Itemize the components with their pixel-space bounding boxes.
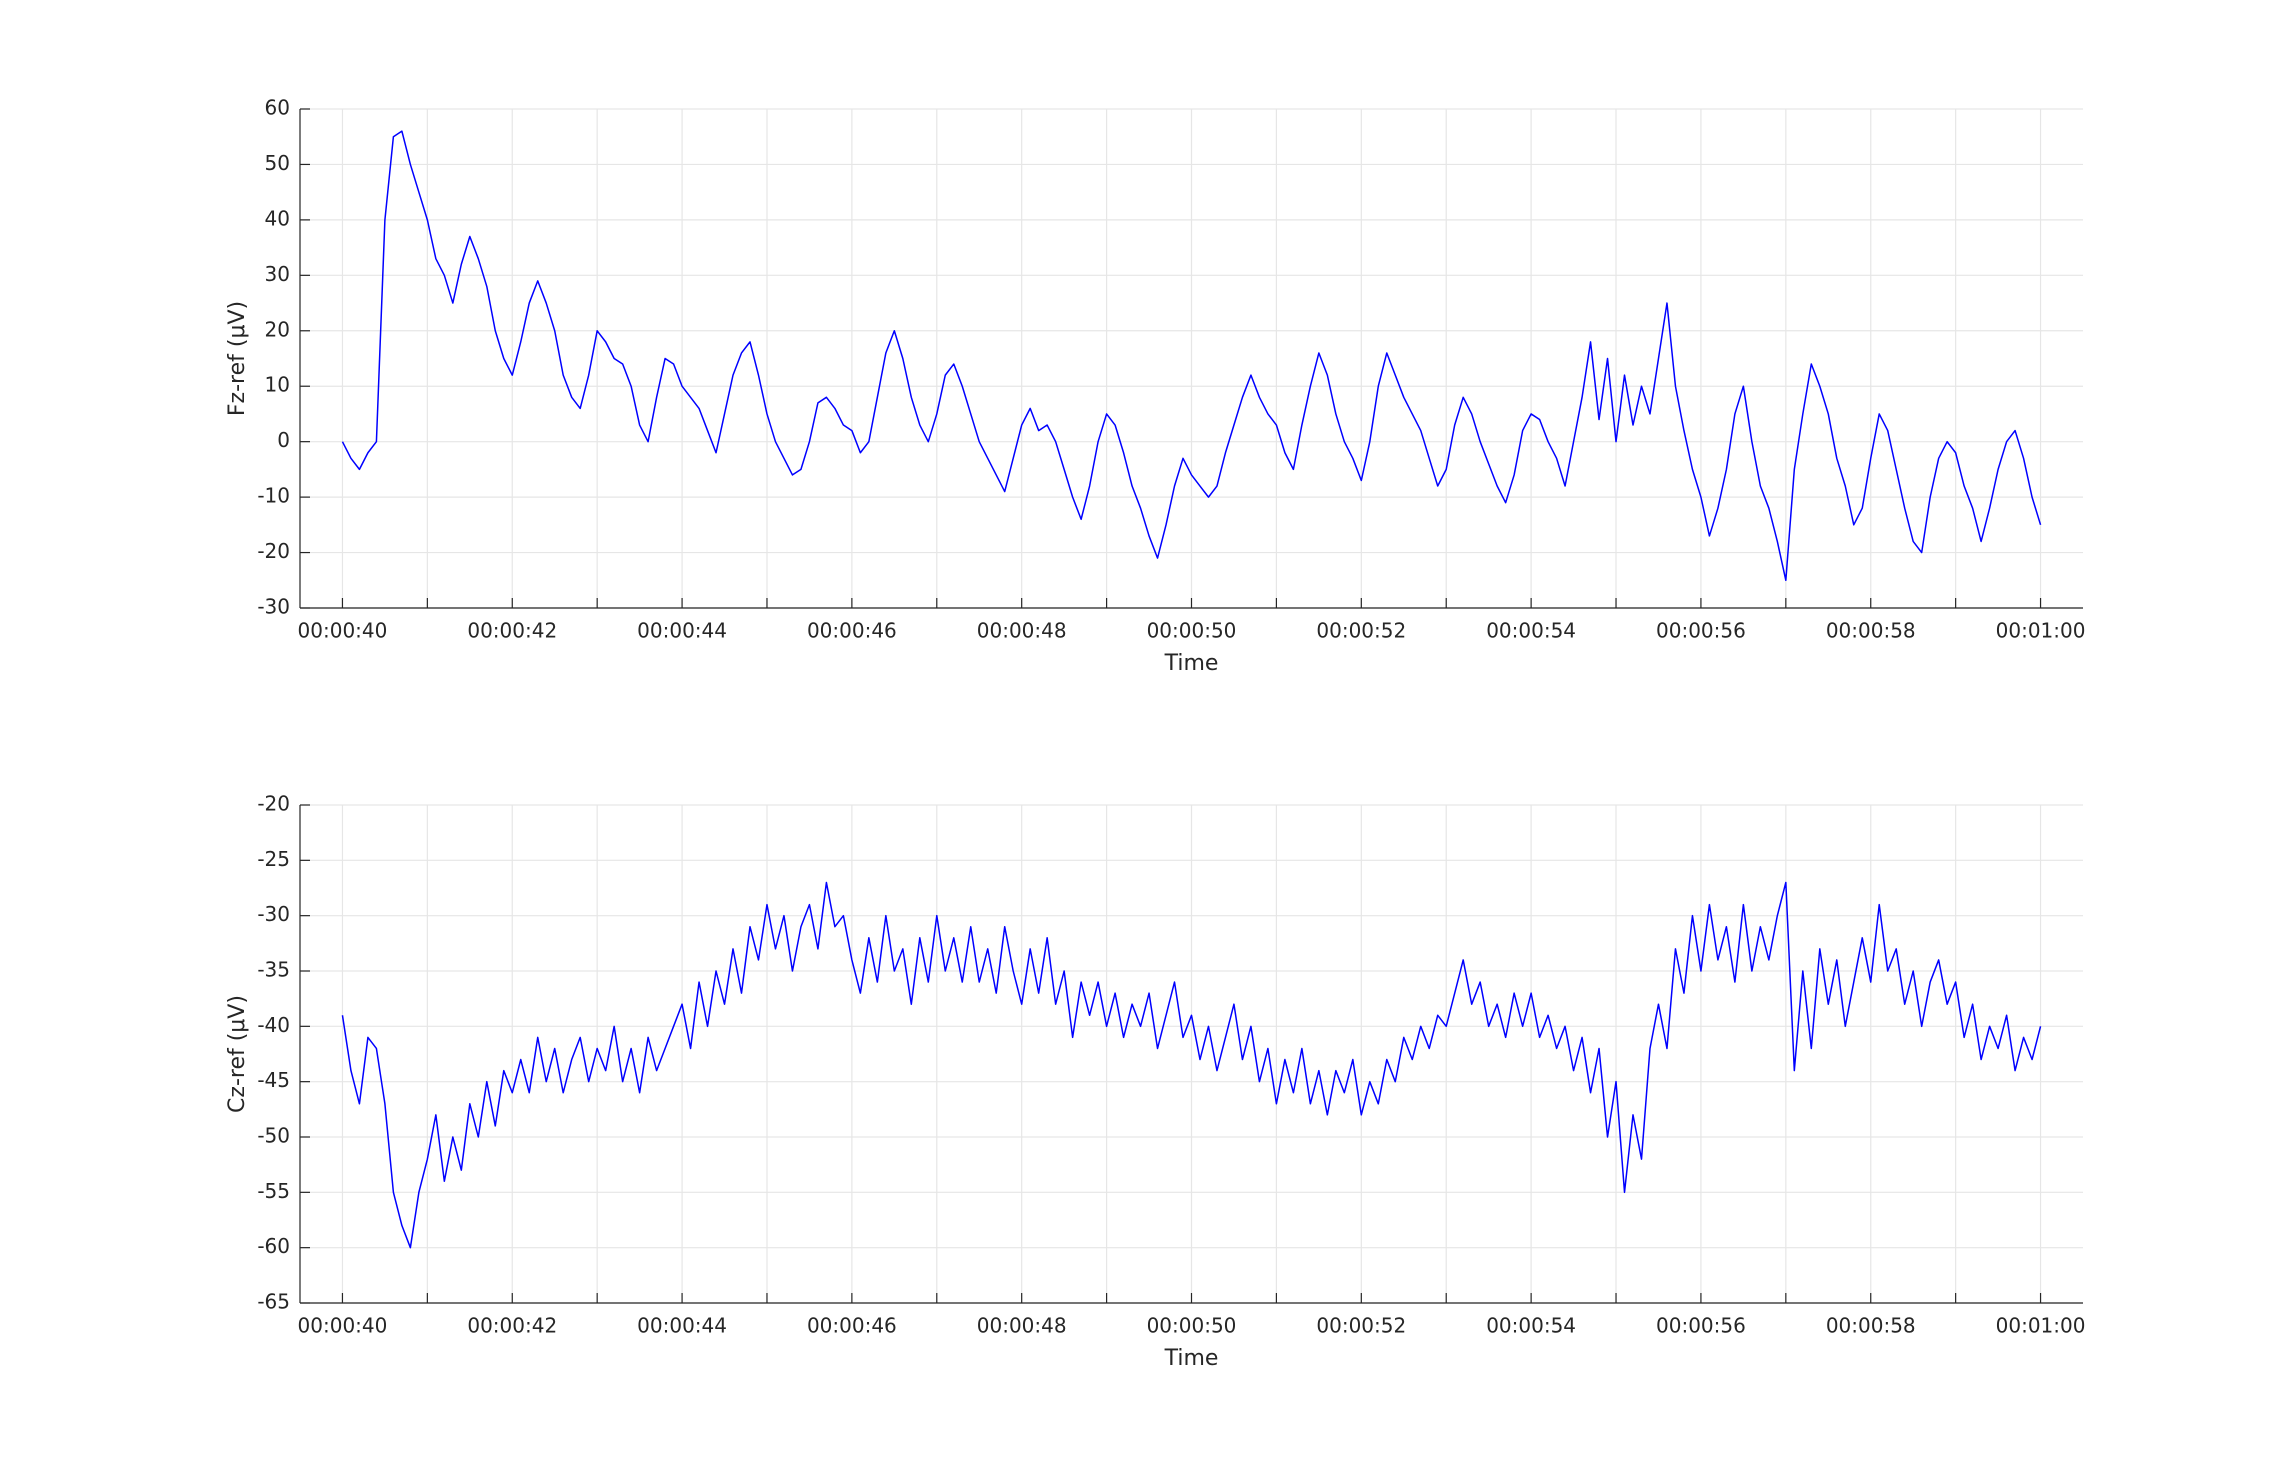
x-tick-label: 00:00:58 [1826,619,1916,643]
y-tick-label: 60 [265,96,290,120]
y-tick-label: -25 [257,847,290,871]
x-tick-label: 00:00:40 [298,619,388,643]
y-tick-label: -50 [257,1124,290,1148]
y-tick-label: 20 [265,317,290,341]
y-tick-label: -60 [257,1234,290,1258]
y-tick-label: -45 [257,1068,290,1092]
x-tick-label: 00:00:52 [1316,1314,1406,1338]
y-tick-label: -30 [257,595,290,619]
x-tick-label: 00:00:40 [298,1314,388,1338]
x-axis-label: Time [1164,1346,1219,1371]
x-tick-label: 00:01:00 [1996,1314,2086,1338]
signal-line [341,130,2042,582]
axes: -30 -20 -10 0 10 20 30 40 50 60 00:00:40 00:00:42 00… [225,96,2085,677]
y-axis-label: Cz-ref (μV) [225,995,250,1113]
y-tick-label: -40 [257,1013,290,1037]
x-tick-label: 00:00:44 [637,619,727,643]
x-tick-label: 00:00:50 [1147,1314,1237,1338]
y-tick-label: 30 [265,262,290,286]
x-axis-label: Time [1164,651,1219,676]
x-tick-label: 00:00:48 [977,619,1067,643]
y-tick-label: 50 [265,151,290,175]
x-tick-label: 00:00:46 [807,619,897,643]
x-tick-label: 00:00:42 [467,1314,557,1338]
axes: -65 -60 -55 -50 -45 -40 -35 -30 -25 -20 00:00:40 00… [225,792,2085,1372]
y-tick-label: 40 [265,206,290,230]
y-tick-label: -30 [257,902,290,926]
y-tick-label: -10 [257,484,290,508]
x-tick-label: 00:00:52 [1316,619,1406,643]
y-tick-label: -65 [257,1290,290,1314]
x-tick-label: 00:00:48 [977,1314,1067,1338]
y-tick-label: -55 [257,1179,290,1203]
x-tick-label: 00:00:58 [1826,1314,1916,1338]
y-tick-label: -20 [257,792,290,816]
y-axis-label: Fz-ref (μV) [225,301,250,416]
x-tick-label: 00:00:56 [1656,619,1746,643]
x-tick-label: 00:00:46 [807,1314,897,1338]
y-tick-label: 0 [277,428,290,452]
x-tick-label: 00:00:54 [1486,619,1576,643]
signal-line [341,881,2042,1249]
x-tick-label: 00:00:42 [467,619,557,643]
y-tick-label: -35 [257,958,290,982]
x-tick-label: 00:00:54 [1486,1314,1576,1338]
y-tick-label: 10 [265,373,290,397]
x-tick-label: 00:00:56 [1656,1314,1746,1338]
y-tick-label: -20 [257,539,290,563]
x-tick-label: 00:00:50 [1147,619,1237,643]
x-tick-label: 00:00:44 [637,1314,727,1338]
x-tick-label: 00:01:00 [1996,619,2086,643]
